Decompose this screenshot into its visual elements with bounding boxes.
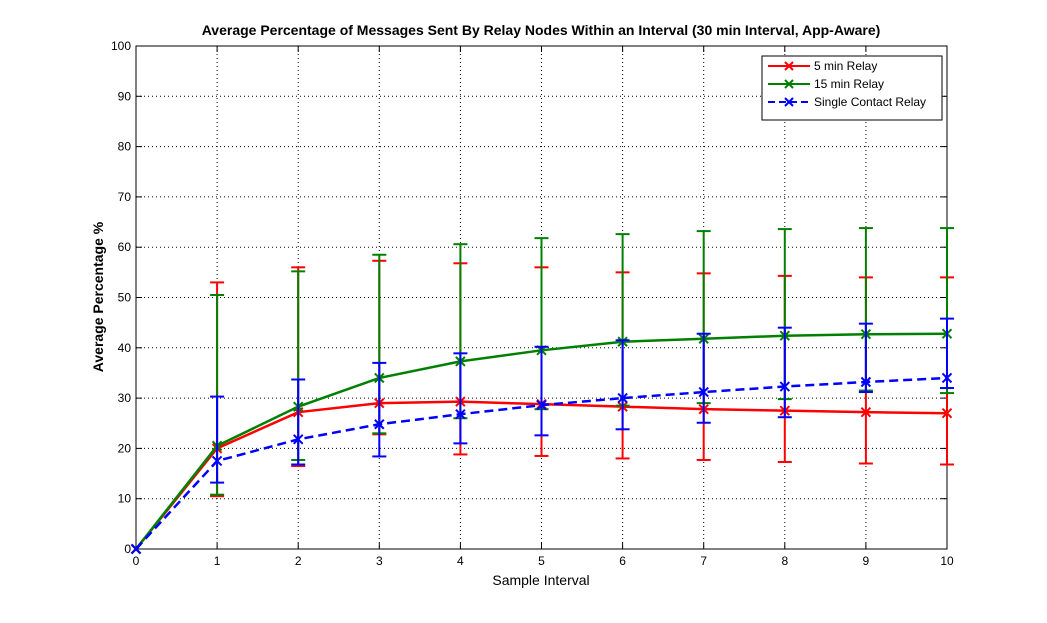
x-tick-label: 8: [781, 554, 788, 568]
legend-marker: [784, 79, 794, 89]
x-tick-label: 10: [940, 554, 954, 568]
marker-stroke: [536, 399, 547, 411]
x-tick-label: 2: [295, 554, 302, 568]
error-bar: [210, 395, 225, 484]
marker-stroke: [941, 372, 953, 384]
legend-marker: [784, 97, 794, 107]
y-tick-label: 100: [111, 39, 131, 53]
data-point: [211, 455, 223, 467]
legend: 5 min Relay 15 min Relay Single Contact Re…: [761, 55, 943, 121]
error-bar: [453, 352, 468, 445]
chart-title: Average Percentage of Messages Sent By R…: [202, 22, 881, 38]
x-tick-label: 0: [133, 554, 140, 568]
series-15-min-relay: [130, 227, 954, 555]
data-point: [860, 376, 872, 388]
legend-label: 15 min Relay: [814, 77, 884, 91]
legend-marker: [784, 61, 794, 71]
y-tick-label: 20: [118, 441, 132, 455]
data-point: [130, 543, 142, 555]
x-tick-label: 1: [214, 554, 221, 568]
y-tick-label: 50: [118, 291, 132, 305]
series-single-contact-relay: [130, 317, 954, 555]
data-point: [941, 407, 953, 419]
data-point: [941, 372, 953, 384]
data-point: [779, 381, 791, 392]
error-bar: [940, 317, 954, 390]
marker-stroke: [211, 455, 223, 467]
marker-stroke: [860, 406, 872, 418]
legend-item: 15 min Relay: [768, 77, 884, 91]
x-tick-label: 4: [457, 554, 464, 568]
marker-stroke: [130, 543, 142, 555]
y-tick-label: 70: [118, 190, 132, 204]
marker-stroke: [779, 381, 791, 392]
series-layer: [130, 227, 954, 555]
data-point: [536, 399, 547, 411]
data-point: [617, 392, 628, 404]
marker-stroke: [455, 408, 466, 420]
legend-item: 5 min Relay: [768, 59, 877, 73]
y-tick-label: 10: [118, 492, 132, 506]
marker-stroke: [617, 392, 628, 404]
x-tick-label: 6: [619, 554, 626, 568]
y-tick-label: 60: [118, 240, 132, 254]
x-tick-label: 9: [863, 554, 870, 568]
legend-item: Single Contact Relay: [768, 95, 926, 109]
error-bar: [696, 332, 711, 424]
error-bar: [372, 361, 387, 458]
y-tick-label: 30: [118, 391, 132, 405]
data-point: [292, 434, 304, 445]
data-point: [860, 406, 872, 418]
marker-stroke: [941, 407, 953, 419]
legend-label: 5 min Relay: [814, 59, 877, 73]
data-point: [455, 408, 466, 420]
error-bar: [777, 326, 792, 419]
y-tick-label: 90: [118, 89, 132, 103]
x-tick-label: 7: [700, 554, 707, 568]
error-bar: [615, 339, 630, 431]
marker-stroke: [292, 434, 304, 445]
y-tick-label: 0: [124, 542, 131, 556]
marker-stroke: [860, 376, 872, 388]
error-bar: [534, 345, 549, 437]
y-axis-label: Average Percentage %: [90, 221, 106, 372]
x-tick-label: 3: [376, 554, 383, 568]
marker-stroke: [698, 386, 709, 398]
y-tick-label: 80: [118, 140, 132, 154]
error-bar: [291, 378, 306, 466]
legend-label: Single Contact Relay: [814, 95, 926, 109]
x-tick-label: 5: [538, 554, 545, 568]
y-tick-label: 40: [118, 341, 132, 355]
data-point: [698, 386, 709, 398]
x-axis-label: Sample Interval: [492, 572, 589, 588]
data-point: [374, 419, 385, 430]
marker-stroke: [374, 419, 385, 430]
